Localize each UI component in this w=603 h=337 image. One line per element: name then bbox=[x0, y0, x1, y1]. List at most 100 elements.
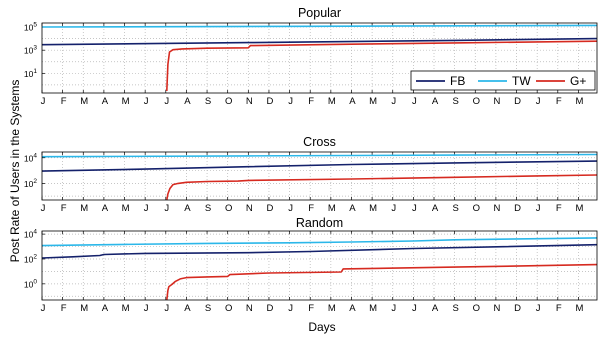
series-line-tw bbox=[41, 24, 598, 28]
x-tick-label: N bbox=[246, 96, 253, 107]
panel-random: Random J F M A M J J A S O N D J F M A M J J A S O N D J F M 100 102 1… bbox=[24, 216, 598, 314]
x-tick-label: M bbox=[122, 96, 130, 107]
x-tick-label: J bbox=[536, 303, 541, 314]
x-tick-label: O bbox=[225, 303, 232, 314]
x-tick-label: F bbox=[556, 303, 562, 314]
x-tick-label: J bbox=[288, 303, 293, 314]
x-tick-label: D bbox=[267, 96, 274, 107]
x-tick-label: J bbox=[412, 203, 417, 214]
x-tick-label: J bbox=[164, 96, 169, 107]
x-tick-label: A bbox=[184, 96, 191, 107]
x-tick-label: J bbox=[391, 203, 396, 214]
x-tick-label: S bbox=[205, 96, 211, 107]
series-line-gplus bbox=[166, 263, 598, 301]
plot-frame bbox=[41, 230, 598, 301]
x-tick-label: M bbox=[122, 203, 130, 214]
x-tick-label: M bbox=[328, 303, 336, 314]
series-line-fb bbox=[41, 37, 598, 46]
x-tick-label: J bbox=[41, 303, 46, 314]
series-line-fb bbox=[41, 243, 598, 259]
y-axis-label: Post Rate of Users in the Systems bbox=[8, 80, 22, 263]
x-tick-label: M bbox=[575, 303, 583, 314]
x-tick-label: F bbox=[556, 203, 562, 214]
x-tick-label: F bbox=[61, 303, 67, 314]
x-tick-label: J bbox=[41, 203, 46, 214]
x-tick-label: M bbox=[80, 203, 88, 214]
x-tick-label: F bbox=[308, 96, 314, 107]
legend-label: TW bbox=[512, 74, 531, 88]
panel-title: Cross bbox=[303, 135, 336, 149]
x-tick-label: F bbox=[61, 203, 67, 214]
series-line-tw bbox=[41, 153, 598, 158]
x-tick-label: A bbox=[102, 96, 109, 107]
x-tick-label: D bbox=[267, 203, 274, 214]
x-tick-label: D bbox=[514, 96, 521, 107]
x-tick-label: A bbox=[432, 96, 439, 107]
series-line-gplus bbox=[166, 40, 598, 92]
x-tick-label: J bbox=[412, 96, 417, 107]
x-tick-label: M bbox=[328, 203, 336, 214]
x-tick-label: M bbox=[80, 96, 88, 107]
x-tick-label: A bbox=[432, 203, 439, 214]
y-tick-label: 100 bbox=[24, 278, 37, 289]
x-tick-label: O bbox=[473, 96, 480, 107]
x-tick-label: A bbox=[432, 303, 439, 314]
x-tick-label: D bbox=[267, 303, 274, 314]
panel-title: Random bbox=[296, 216, 343, 230]
x-axis-label: Days bbox=[308, 320, 335, 334]
x-tick-label: J bbox=[144, 96, 149, 107]
x-tick-label: O bbox=[473, 303, 480, 314]
series-line-gplus bbox=[166, 174, 598, 201]
x-tick-label: J bbox=[391, 96, 396, 107]
x-tick-label: N bbox=[493, 96, 500, 107]
x-tick-label: J bbox=[144, 303, 149, 314]
y-tick-label: 102 bbox=[24, 253, 37, 264]
x-tick-label: F bbox=[556, 96, 562, 107]
legend-label: FB bbox=[450, 74, 465, 88]
x-tick-label: F bbox=[308, 203, 314, 214]
x-tick-label: J bbox=[41, 96, 46, 107]
legend: FB TW G+ bbox=[410, 70, 596, 91]
x-tick-label: A bbox=[349, 203, 356, 214]
x-tick-label: J bbox=[164, 203, 169, 214]
x-tick-label: D bbox=[514, 303, 521, 314]
x-tick-label: M bbox=[369, 96, 377, 107]
panel-cross: Cross J F M A M J J A S O N D J F M A M J J A S O N D J F M 102 104 bbox=[24, 135, 598, 214]
x-tick-label: A bbox=[349, 303, 356, 314]
x-tick-label: A bbox=[102, 203, 109, 214]
x-tick-label: O bbox=[473, 203, 480, 214]
legend-label: G+ bbox=[570, 74, 586, 88]
y-tick-label: 103 bbox=[24, 45, 37, 56]
x-tick-label: A bbox=[102, 303, 109, 314]
x-tick-label: O bbox=[225, 96, 232, 107]
x-tick-label: S bbox=[452, 96, 458, 107]
x-tick-label: J bbox=[144, 203, 149, 214]
y-tick-label: 101 bbox=[24, 68, 37, 79]
x-tick-label: M bbox=[369, 203, 377, 214]
x-tick-label: A bbox=[349, 96, 356, 107]
x-tick-label: F bbox=[61, 96, 67, 107]
x-tick-label: S bbox=[205, 303, 211, 314]
x-tick-label: N bbox=[246, 303, 253, 314]
y-tick-label: 105 bbox=[24, 22, 37, 33]
x-tick-label: A bbox=[184, 303, 191, 314]
x-tick-label: J bbox=[288, 203, 293, 214]
x-tick-label: N bbox=[493, 303, 500, 314]
x-tick-label: N bbox=[493, 203, 500, 214]
x-tick-label: J bbox=[536, 203, 541, 214]
x-tick-label: M bbox=[369, 303, 377, 314]
x-tick-label: M bbox=[122, 303, 130, 314]
series-line-fb bbox=[41, 160, 598, 172]
x-tick-label: S bbox=[205, 203, 211, 214]
plot-frame bbox=[41, 22, 598, 94]
y-tick-label: 104 bbox=[24, 229, 37, 240]
x-tick-label: N bbox=[246, 203, 253, 214]
panel-popular: Popular J F M A M J J A S O N D J F M A M J J A S O N D J F M 101 103… bbox=[24, 6, 598, 107]
x-tick-label: J bbox=[391, 303, 396, 314]
x-tick-label: J bbox=[288, 96, 293, 107]
x-tick-label: S bbox=[452, 203, 458, 214]
x-tick-label: M bbox=[80, 303, 88, 314]
y-tick-label: 104 bbox=[24, 152, 37, 163]
x-tick-label: J bbox=[536, 96, 541, 107]
